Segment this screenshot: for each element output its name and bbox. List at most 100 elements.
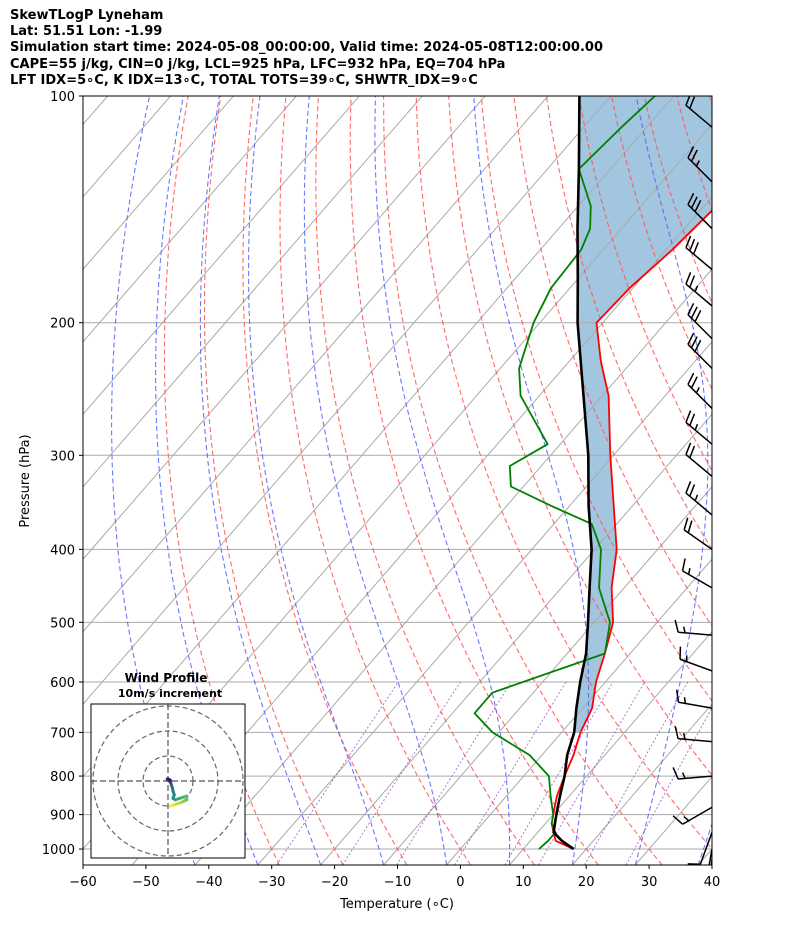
isotherm [571,703,712,865]
isotherm [83,96,612,705]
dry-adiabat [383,96,663,865]
dry-adiabat [708,96,712,107]
isotherm [83,96,297,343]
hodograph-segment [167,778,172,782]
mixing-ratio-line [504,681,614,865]
isotherm [320,413,712,865]
time-line: Simulation start time: 2024-05-08_00:00:… [10,40,603,55]
y-tick-label: 100 [50,90,75,105]
x-tick-label: −60 [69,875,96,890]
x-tick-label: 40 [704,875,721,890]
y-tick-label: 300 [50,449,75,464]
isotherm [83,96,423,488]
isotherm [83,96,360,416]
y-tick-label: 400 [50,543,75,558]
wind-barb [679,646,712,672]
cape-area [574,96,712,733]
dry-adiabat [742,96,794,865]
dry-adiabat [279,96,472,865]
dry-adiabat [415,96,712,850]
x-tick-label: 0 [456,875,464,890]
dry-adiabat [163,96,280,865]
x-axis-ticks: −60 −50 −40 −30 −20 −10 0 10 20 30 40 [69,865,720,890]
wind-barb [683,517,712,550]
isotherm [83,96,486,560]
chart-title: SkewTLogP Lyneham [10,8,164,23]
x-tick-label: −10 [384,875,411,890]
dewpoint-line [473,96,656,850]
dry-adiabat [242,96,408,865]
temperature-line [550,209,712,850]
x-tick-label: 20 [578,875,595,890]
mixing-ratio-line [342,681,461,865]
y-tick-label: 700 [50,726,75,741]
isotherm [194,268,712,865]
dry-adiabat [203,96,344,865]
profile-lines [473,96,712,851]
wind-barb [685,272,712,307]
isotherm [83,96,549,633]
dry-adiabat [349,96,599,865]
mixing-ratio-lines [276,681,712,865]
isotherm [383,485,712,865]
mixing-ratio-line [396,681,512,865]
x-axis-label: Temperature (∘C) [339,897,454,912]
moist-adiabat [374,96,511,865]
wind-barb [687,146,712,183]
cape-line: CAPE=55 j/kg, CIN=0 j/kg, LCL=925 hPa, L… [10,57,506,72]
isotherm [697,848,712,865]
isotherm [509,630,712,865]
moist-adiabat [199,96,322,865]
dry-adiabat [448,96,712,777]
y-tick-label: 200 [50,317,75,332]
cape-shading [574,96,712,733]
wind-barb [708,848,712,865]
wind-barb [674,726,712,743]
moist-adiabat [473,96,590,865]
dry-adiabat [775,96,794,865]
wind-barb [687,372,712,410]
x-tick-label: 30 [641,875,658,890]
mixing-ratio-line [454,681,567,865]
x-tick-label: −50 [132,875,159,890]
x-tick-label: −20 [321,875,348,890]
mixing-ratio-line [625,706,712,865]
y-tick-label: 800 [50,770,75,785]
mixing-ratio-line [584,681,689,865]
isotherm [446,558,712,865]
dry-adiabat [315,96,535,865]
y-axis-label: Pressure (hPa) [18,434,33,527]
wind-barb [672,767,712,780]
wind-barb [687,302,712,340]
parcel-line [552,96,593,851]
wind-barb [687,332,712,369]
hodograph-subtitle: 10m/s increment [118,687,222,700]
moist-adiabat [248,96,385,865]
moist-adiabat [634,96,709,865]
wind-barb [685,410,712,445]
wind-barbs [672,96,712,865]
dry-adiabats [163,96,794,865]
y-tick-label: 500 [50,616,75,631]
wind-barb [685,481,712,516]
wind-barb [687,192,712,230]
dry-adiabat [480,96,712,702]
index-line: LFT IDX=5∘C, K IDX=13∘C, TOTAL TOTS=39∘C… [10,73,478,88]
dry-adiabat [545,96,712,551]
y-tick-label: 1000 [42,843,75,858]
wind-barb [687,832,712,865]
wind-barb [685,96,712,128]
moist-adiabat [303,96,448,865]
y-tick-label: 900 [50,809,75,824]
x-tick-label: 10 [515,875,532,890]
wind-barb [710,96,712,97]
wind-barb [675,689,712,709]
wind-barb [672,806,712,825]
isotherm [257,341,712,865]
wind-barb [674,619,712,636]
wind-barb [685,442,712,477]
mixing-ratio-line [276,681,399,865]
y-axis-ticks: 100 200 300 400 500 600 700 800 900 1000 [42,90,83,858]
x-tick-label: −30 [258,875,285,890]
